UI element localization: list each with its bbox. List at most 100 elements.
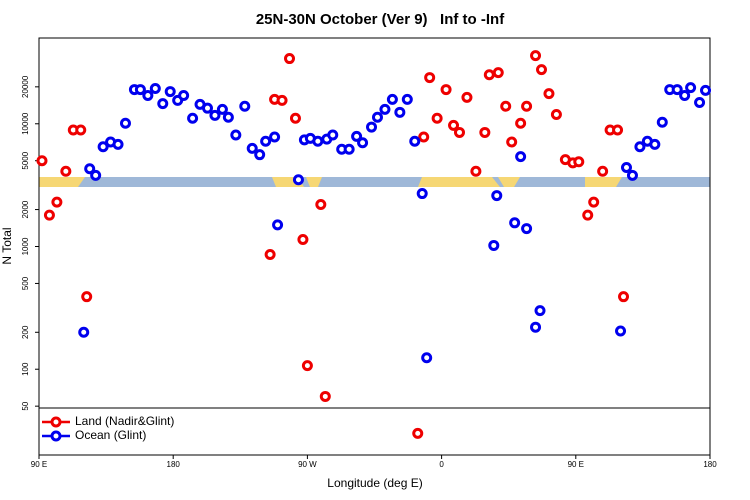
mask-band [39,177,710,187]
data-point [536,64,548,76]
data-point [530,321,542,333]
data-point [461,91,473,103]
data-point [685,82,697,94]
data-point [515,151,527,163]
x-tick-label: 90 E [31,460,47,469]
data-point [289,112,301,124]
data-point [119,117,131,129]
x-tick-label: 90 E [568,460,584,469]
data-point [264,249,276,261]
legend-text: Land (Nadir&Glint) [75,414,174,428]
data-point [43,209,55,221]
y-tick-label: 10000 [21,112,30,135]
data-point [597,165,609,177]
data-point [626,169,638,181]
data-point [573,156,585,168]
y-axis-label: N Total [0,227,14,264]
data-point [409,135,421,147]
data-point [284,53,296,65]
data-point [416,188,428,200]
data-point [440,84,452,96]
data-point [319,390,331,402]
data-point [671,84,683,96]
data-point [412,427,424,439]
data-point [112,138,124,150]
y-tick-label: 20000 [21,75,30,98]
data-point [700,84,712,96]
data-point [634,141,646,153]
data-point [343,143,355,155]
data-point [149,82,161,94]
data-point [201,102,213,114]
data-point [421,352,433,364]
data-point [157,98,169,110]
x-axis-label: Longitude (deg E) [327,476,422,490]
y-tick-label: 5000 [21,151,30,169]
data-point [401,93,413,105]
data-point [209,109,221,121]
data-point [448,119,460,131]
data-point [269,131,281,143]
data-point [84,163,96,175]
data-point [500,100,512,112]
data-point [543,88,555,100]
data-point [588,196,600,208]
data-point [187,112,199,124]
data-point [453,126,465,138]
data-point [36,155,48,167]
data-point [327,129,339,141]
data-point [615,325,627,337]
data-point [515,117,527,129]
x-tick-label: 90 W [298,460,317,469]
y-tick-label: 2000 [21,200,30,218]
data-point [612,124,624,136]
data-point [216,103,228,115]
data-point [521,100,533,112]
data-point [418,131,430,143]
data-point [292,174,304,186]
y-tick-label: 200 [21,325,30,339]
data-point [488,239,500,251]
data-point [301,360,313,372]
data-point [78,326,90,338]
data-point [371,111,383,123]
data-point [521,223,533,235]
y-tick-label: 500 [21,276,30,290]
data-point [509,217,521,229]
data-point [379,103,391,115]
data-point [272,219,284,231]
data-point [230,129,242,141]
chart-title: 25N-30N October (Ver 9) Inf to -Inf [256,11,505,28]
x-tick-label: 0 [439,460,444,469]
data-point [260,135,272,147]
data-point [276,94,288,106]
data-point [81,291,93,303]
data-point [479,126,491,138]
data-point [656,116,668,128]
data-point [366,121,378,133]
data-point [90,169,102,181]
data-point [530,50,542,62]
data-point [51,196,63,208]
data-point [60,165,72,177]
data-point [357,137,369,149]
data-point [254,149,266,161]
data-point [97,141,109,153]
data-point [164,86,176,98]
data-point [506,136,518,148]
data-point [178,89,190,101]
data-point [424,72,436,84]
y-tick-label: 1000 [21,237,30,255]
data-point [297,234,309,246]
data-point [649,138,661,150]
data-point [386,93,398,105]
legend-marker [50,416,62,428]
x-tick-label: 180 [703,460,717,469]
legend-text: Ocean (Glint) [75,428,146,442]
data-point [394,106,406,118]
data-point [75,124,87,136]
data-point [618,291,630,303]
data-point [134,84,146,96]
data-point [246,142,258,154]
